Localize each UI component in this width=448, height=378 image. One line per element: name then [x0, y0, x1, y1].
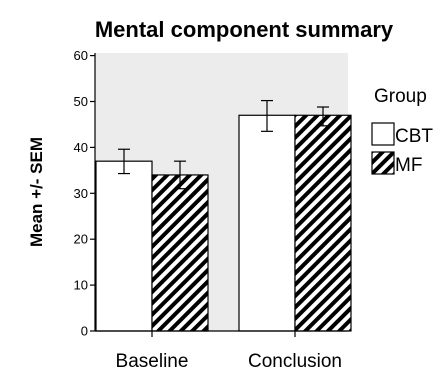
legend: CBT MF: [371, 122, 433, 176]
y-tick-label: 20: [74, 232, 88, 247]
error-bars: [118, 99, 329, 190]
x-axis-ticks: Baseline Conclusion: [116, 331, 342, 372]
x-tick-label: Conclusion: [248, 351, 342, 372]
y-tick-label: 0: [81, 324, 88, 339]
bar-cbt-conclusion: [238, 114, 296, 332]
legend-title: Group: [374, 86, 427, 107]
y-axis-label: Mean +/- SEM: [27, 137, 46, 247]
legend-label-cbt: CBT: [395, 126, 433, 147]
chart-title: Mental component summary: [95, 17, 394, 42]
x-tick-label: Baseline: [116, 351, 189, 372]
y-tick-label: 30: [74, 186, 88, 201]
legend-label-mf: MF: [395, 155, 422, 176]
y-tick-label: 10: [74, 278, 88, 293]
y-tick-label: 40: [74, 140, 88, 155]
y-tick-label: 50: [74, 94, 88, 109]
bar-mf-baseline: [151, 174, 209, 332]
y-axis-ticks: 0 10 20 30 40 50 60: [74, 48, 95, 339]
bar-cbt-baseline: [95, 160, 153, 332]
y-tick-label: 60: [74, 48, 88, 63]
bar-mf-conclusion: [294, 114, 352, 332]
legend-swatch-cbt: [371, 122, 395, 146]
legend-swatch-mf: [371, 151, 395, 175]
